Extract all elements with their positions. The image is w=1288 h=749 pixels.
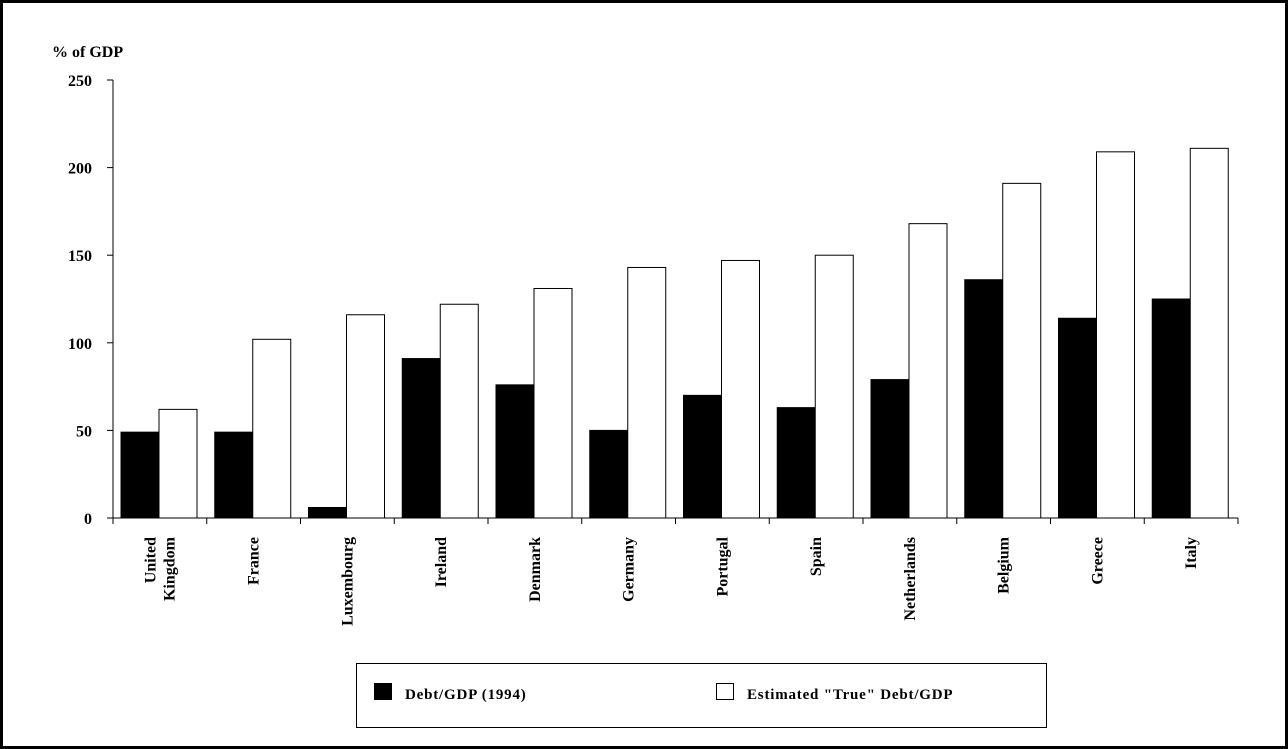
bar-true-debt <box>627 266 667 519</box>
y-tick-label: 150 <box>68 248 92 265</box>
bar-true-debt <box>346 314 385 519</box>
bar-debt-1994 <box>683 394 722 519</box>
legend-label-debt: Debt/GDP (1994) <box>405 687 527 703</box>
x-tick-label-line: United <box>142 537 159 583</box>
x-tick-label: Portugal <box>714 536 731 596</box>
x-tick-label: Greece <box>1089 537 1106 585</box>
y-tick-label: 250 <box>68 73 92 90</box>
bar-debt-1994 <box>964 279 1004 519</box>
x-tick-labels: United Kingdom France Luxembourg Ireland Denm… <box>142 536 1200 626</box>
x-tick-label: Germany <box>621 537 638 602</box>
x-tick-label: Italy <box>1183 537 1200 569</box>
x-tick-label-line: Belgium <box>996 536 1013 594</box>
bar-debt-1994 <box>1058 317 1097 519</box>
x-tick-label-line: Netherlands <box>902 537 919 621</box>
bar-debt-1994 <box>214 431 254 519</box>
x-tick-label-line: Denmark <box>527 537 544 602</box>
bar-true-debt <box>1096 151 1135 519</box>
x-tick-label-line: France <box>246 537 263 585</box>
bar-true-debt <box>252 338 292 519</box>
x-tick-label: Belgium <box>996 536 1013 594</box>
bar-true-debt <box>908 223 948 519</box>
bar-true-debt <box>721 259 760 519</box>
bar-true-debt <box>1002 182 1042 519</box>
y-tick-label: 0 <box>84 511 92 528</box>
y-tick-label: 50 <box>76 423 92 440</box>
bar-debt-1994 <box>1151 298 1191 519</box>
bar-true-debt <box>533 287 573 519</box>
bar-debt-1994 <box>870 379 910 519</box>
bar-true-debt <box>439 303 479 519</box>
x-tick-label: Ireland <box>433 537 450 587</box>
x-tick-label-line: Kingdom <box>161 536 178 601</box>
y-axis: 0 50 100 150 200 250 <box>68 73 114 528</box>
x-tick-label: Denmark <box>527 537 544 602</box>
bar-debt-1994 <box>120 431 160 519</box>
bar-debt-1994 <box>495 384 535 519</box>
bar-debt-1994 <box>308 506 347 519</box>
bars <box>120 147 1229 519</box>
x-tick-label: Netherlands <box>902 537 919 621</box>
x-tick-label-line: Germany <box>621 537 638 602</box>
legend-swatch-true-debt <box>716 683 734 700</box>
bar-debt-1994 <box>776 407 816 519</box>
bar-debt-1994 <box>401 358 441 519</box>
legend: Debt/GDP (1994) Estimated "True" Debt/GD… <box>356 663 1047 728</box>
x-tick-label: Luxembourg <box>339 537 356 626</box>
x-axis <box>112 517 1239 524</box>
bar-debt-1994 <box>589 429 629 519</box>
bar-true-debt <box>814 254 854 519</box>
legend-label-true-debt: Estimated "True" Debt/GDP <box>747 687 954 703</box>
x-tick-label-line: Spain <box>808 537 825 576</box>
y-tick-label: 100 <box>68 336 92 353</box>
x-tick-label-line: Greece <box>1089 537 1106 585</box>
x-tick-label-line: Italy <box>1183 537 1200 569</box>
x-tick-label-line: Ireland <box>433 537 450 587</box>
bar-true-debt <box>1189 147 1229 519</box>
x-tick-label-line: Luxembourg <box>339 537 356 626</box>
bar-true-debt <box>158 408 198 519</box>
y-axis-label: % of GDP <box>52 44 123 61</box>
y-tick-label: 200 <box>68 161 92 178</box>
x-tick-label: United Kingdom <box>142 536 178 601</box>
legend-swatch-debt <box>374 683 392 700</box>
x-tick-label: France <box>246 537 263 585</box>
x-tick-label: Spain <box>808 537 825 576</box>
x-tick-label-line: Portugal <box>714 536 731 596</box>
